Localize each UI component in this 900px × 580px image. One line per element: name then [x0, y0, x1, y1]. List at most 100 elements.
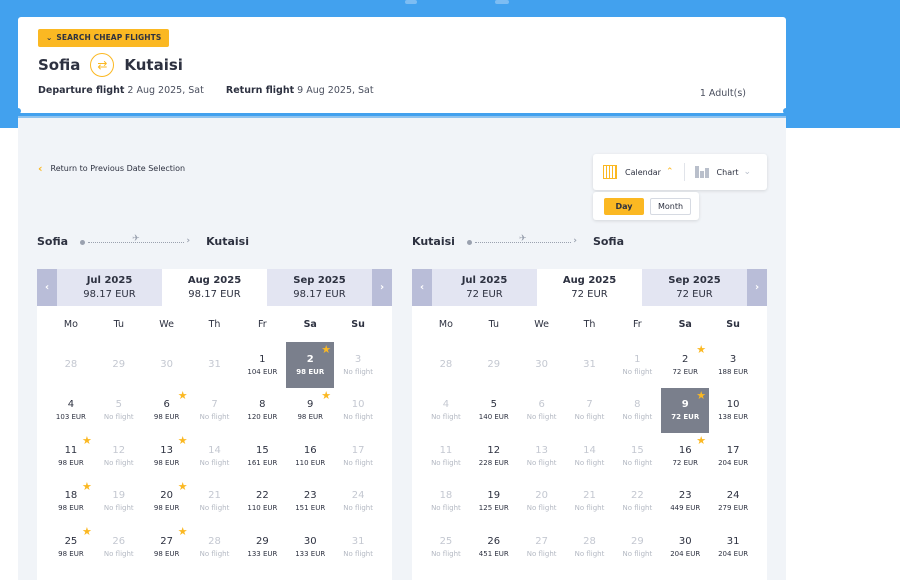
day-number: 16	[678, 444, 692, 456]
search-summary-card: ⌄ SEARCH CHEAP FLIGHTS Sofia ⇄ Kutaisi De…	[18, 17, 786, 113]
next-month-button[interactable]: ›	[747, 269, 767, 306]
day-cell[interactable]: 24 279 EUR	[709, 479, 757, 525]
day-cell[interactable]: 16 110 EUR	[286, 433, 334, 479]
day-cell[interactable]: 23 151 EUR	[286, 479, 334, 525]
banner-decoration	[495, 0, 509, 4]
day-cell: 7 No flight	[191, 388, 239, 434]
month-tab[interactable]: Sep 2025 72 EUR	[642, 269, 747, 306]
day-cell[interactable]: 15 161 EUR	[238, 433, 286, 479]
next-month-button[interactable]: ›	[372, 269, 392, 306]
month-tab[interactable]: Jul 2025 72 EUR	[432, 269, 537, 306]
weekday-label: Th	[208, 318, 221, 330]
day-price: No flight	[526, 504, 557, 513]
route: Sofia ⇄ Kutaisi	[38, 53, 183, 77]
day-price: 98 EUR	[153, 504, 180, 513]
prev-month-button[interactable]: ‹	[37, 269, 57, 306]
day-cell[interactable]: 20 98 EUR ★	[143, 479, 191, 525]
day-cell[interactable]: 23 449 EUR	[661, 479, 709, 525]
day-price: No flight	[199, 504, 230, 513]
day-cell[interactable]: 30 204 EUR	[661, 524, 709, 570]
day-number: 20	[160, 490, 174, 502]
day-number: 3	[354, 353, 362, 365]
weekday-label: We	[534, 318, 549, 330]
day-cell[interactable]: 18 98 EUR ★	[47, 479, 95, 525]
prev-month-button[interactable]: ‹	[412, 269, 432, 306]
weekday-label: Tu	[488, 318, 499, 330]
departure-label: Departure flight	[38, 85, 125, 96]
day-number: 17	[726, 444, 740, 456]
day-price: 125 EUR	[478, 504, 509, 513]
day-button[interactable]: Day	[604, 197, 644, 215]
day-cell[interactable]: 5 140 EUR	[470, 388, 518, 434]
day-cell[interactable]: 11 98 EUR ★	[47, 433, 95, 479]
day-number: 29	[112, 359, 126, 371]
day-price: 204 EUR	[718, 549, 749, 558]
month-tab[interactable]: Aug 2025 98.17 EUR	[162, 269, 267, 306]
outbound-calendar: ‹ Jul 2025 98.17 EUR Aug 2025 98.17 EUR Se…	[37, 269, 392, 580]
day-price: No flight	[343, 504, 373, 513]
day-cell[interactable]: 6 98 EUR ★	[143, 388, 191, 434]
day-cell[interactable]: 27 98 EUR ★	[143, 524, 191, 570]
day-cell: 6 No flight	[518, 388, 566, 434]
day-price: 103 EUR	[55, 413, 86, 422]
day-cell: 11 No flight	[422, 433, 470, 479]
day-cell[interactable]: 12 228 EUR	[470, 433, 518, 479]
destination-city: Kutaisi	[124, 56, 183, 74]
banner-decoration	[405, 0, 417, 4]
day-number: 22	[631, 490, 644, 502]
swap-icon[interactable]: ⇄	[90, 53, 115, 77]
day-cell: 8 No flight	[613, 388, 661, 434]
day-cell[interactable]: 1 104 EUR	[238, 342, 286, 388]
day-cell[interactable]: 30 133 EUR	[286, 524, 334, 570]
cheapest-star-icon: ★	[81, 525, 92, 538]
day-cell[interactable]: 25 98 EUR ★	[47, 524, 95, 570]
cheapest-star-icon: ★	[177, 479, 188, 493]
calendar-icon	[603, 165, 617, 179]
day-cell[interactable]: 22 110 EUR	[238, 479, 286, 525]
selected-day-cell[interactable]: 2 98 EUR ★	[286, 342, 335, 388]
day-cell[interactable]: 4 103 EUR	[47, 388, 95, 434]
day-price: 151 EUR	[295, 504, 326, 513]
day-cell[interactable]: 3 188 EUR	[709, 342, 757, 388]
back-to-previous-link[interactable]: ‹ Return to Previous Date Selection	[38, 162, 185, 175]
month-tab[interactable]: Sep 2025 98.17 EUR	[267, 269, 372, 306]
day-cell[interactable]: 31 204 EUR	[709, 524, 757, 570]
search-cheap-flights-badge[interactable]: ⌄ SEARCH CHEAP FLIGHTS	[38, 29, 170, 47]
day-price: No flight	[526, 413, 557, 422]
day-number: 23	[678, 490, 692, 502]
weekday-header: Mo Tu We Th Fr Sa Su	[37, 306, 392, 342]
flight-dates: Departure flight 2 Aug 2025, Sat Return …	[38, 85, 374, 96]
week-row: 25 98 EUR ★ 26 No flight 27 98 EUR ★ 28 No flight…	[47, 524, 382, 570]
month-tab[interactable]: Aug 2025 72 EUR	[537, 269, 642, 306]
weekday-header: Mo Tu We Th Fr Sa Su	[412, 306, 767, 342]
calendar-view-toggle[interactable]: Calendar ⌃	[593, 162, 684, 182]
day-cell: 30	[143, 342, 191, 388]
day-number: 31	[351, 535, 365, 547]
day-cell[interactable]: 13 98 EUR ★	[143, 433, 191, 479]
chart-view-toggle[interactable]: Chart ⌄	[685, 162, 762, 182]
day-cell: 31	[191, 342, 239, 388]
day-number: 31	[583, 359, 596, 371]
day-cell[interactable]: 2 72 EUR ★	[661, 342, 709, 388]
day-cell[interactable]: 8 120 EUR	[238, 388, 286, 434]
day-cell[interactable]: 26 451 EUR	[470, 524, 518, 570]
month-button[interactable]: Month	[650, 197, 692, 215]
day-cell[interactable]: 10 138 EUR	[709, 388, 757, 434]
weekday-label: Su	[351, 318, 365, 330]
day-price: No flight	[431, 549, 461, 558]
day-cell[interactable]: 16 72 EUR ★	[661, 433, 709, 479]
day-cell[interactable]: 19 125 EUR	[470, 479, 518, 525]
day-cell[interactable]: 17 204 EUR	[709, 433, 757, 479]
day-cell: 21 No flight	[191, 479, 239, 525]
month-tab[interactable]: Jul 2025 98.17 EUR	[57, 269, 162, 306]
day-number: 26	[487, 535, 501, 547]
cheapest-star-icon: ★	[177, 525, 188, 538]
selected-day-cell[interactable]: 9 72 EUR ★	[661, 387, 710, 433]
week-row: 28 29 30 31 1 104 EUR 2 98 EUR ★ 3 No flight	[47, 342, 382, 388]
flight-path-icon: ✈ ›	[466, 234, 577, 247]
return-direction: Kutaisi ✈ › Sofia	[412, 234, 624, 249]
weekday-label: Fr	[258, 318, 267, 330]
day-cell[interactable]: 29 133 EUR	[238, 524, 286, 570]
day-cell[interactable]: 9 98 EUR ★	[286, 388, 334, 434]
day-price: 72 EUR	[672, 458, 698, 467]
